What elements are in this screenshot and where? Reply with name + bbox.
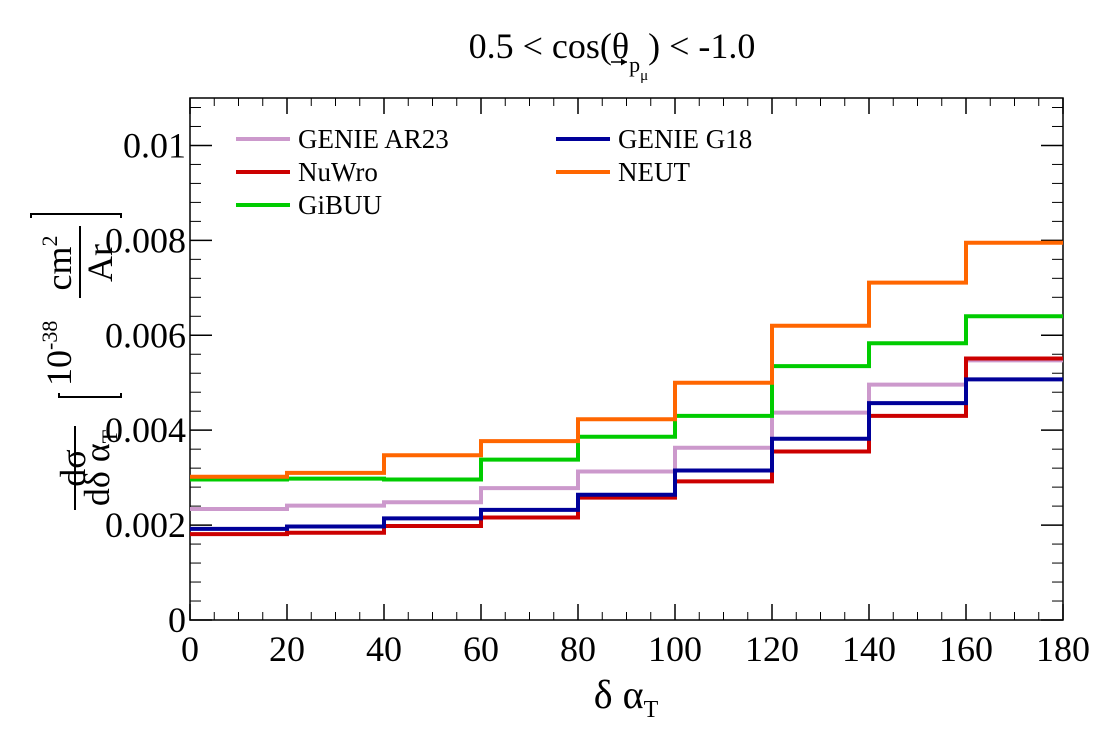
y-label-unit-numerator: cm2 [37, 236, 79, 291]
y-label-left-bracket [58, 393, 122, 398]
y-axis-label: dσ dδ αT 10-38 cm2 Ar [30, 213, 122, 510]
legend-label-genie-g18: GENIE G18 [618, 124, 752, 154]
series-layer [190, 240, 1063, 537]
x-axis-label: δ αT [594, 672, 659, 723]
y-label-unit-denominator: Ar [80, 244, 120, 282]
y-tick-label: 0.008 [105, 220, 186, 260]
series-gibuu-line [190, 314, 1063, 482]
series-neut-line [190, 240, 1063, 479]
y-label-denominator: dδ αT [77, 429, 122, 506]
series-genie-ar23-line [190, 358, 1063, 511]
x-tick-label: 0 [181, 629, 199, 669]
legend-label-gibuu: GiBUU [298, 190, 382, 220]
chart-title: 0.5 < cos(θpμ) < -1.0 [469, 26, 756, 84]
y-label-numerator: dσ [53, 449, 93, 486]
y-tick-label: 0.004 [105, 410, 186, 450]
series-nuwro-line [190, 356, 1063, 537]
axis-ticks: 0 20 40 60 80 100 120 140 160 180 0 0.002 0.004 0.006… [105, 98, 1090, 669]
y-tick-label: 0.01 [123, 125, 186, 165]
legend-label-nuwro: NuWro [298, 157, 378, 187]
y-tick-label: 0.006 [105, 315, 186, 355]
legend-label-neut: NEUT [618, 157, 690, 187]
y-label-exponent: 10-38 [37, 321, 79, 386]
legend: GENIE AR23 GENIE G18 NuWro NEUT GiBUU [236, 124, 752, 220]
title-vector-arrow [611, 58, 627, 66]
y-label-right-bracket [30, 213, 122, 218]
y-tick-label: 0 [168, 600, 186, 640]
x-tick-label: 80 [560, 629, 596, 669]
x-tick-label: 60 [463, 629, 499, 669]
x-tick-label: 20 [269, 629, 305, 669]
x-tick-label: 100 [648, 629, 702, 669]
x-tick-label: 140 [842, 629, 896, 669]
series-genie-g18-line [190, 377, 1063, 531]
x-tick-label: 180 [1036, 629, 1090, 669]
y-tick-label: 0.002 [105, 505, 186, 545]
x-tick-label: 40 [366, 629, 402, 669]
x-tick-label: 120 [745, 629, 799, 669]
x-tick-label: 160 [939, 629, 993, 669]
legend-label-genie-ar23: GENIE AR23 [298, 124, 449, 154]
